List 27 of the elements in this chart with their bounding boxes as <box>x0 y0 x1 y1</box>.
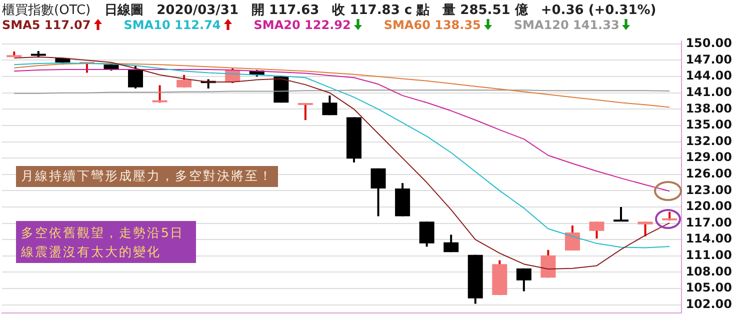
annotation: 月線持續下彎形成壓力，多空對決將至！ <box>16 166 278 188</box>
y-tick-label: 144.00 <box>686 68 732 83</box>
y-tick-label: 129.00 <box>686 150 732 164</box>
y-tick-label: 111.00 <box>686 248 732 262</box>
candlestick <box>298 102 313 120</box>
y-tick-label: 132.00 <box>686 134 732 148</box>
y-tick-label: 150.00 <box>686 36 732 50</box>
y-tick-label: 108.00 <box>686 264 732 278</box>
chart-subtitle: 日線圖 2020/03/31 開 117.63 收 117.83 c 點 量 285.51 億 +0.36 (+0.31%) <box>104 3 656 18</box>
y-tick-label: 105.00 <box>686 280 732 295</box>
y-tick-label: 141.00 <box>686 84 732 99</box>
y-tick-label: 126.00 <box>686 166 732 181</box>
text: SMA5 117.07 <box>2 18 91 32</box>
text: SMA20 122.92 <box>254 18 351 32</box>
chart-title: 櫃買指數(OTC) <box>2 3 91 18</box>
text: SMA120 141.33 <box>514 18 620 32</box>
y-tick-label: 135.00 <box>686 118 732 132</box>
y-tick-label: 147.00 <box>686 52 732 66</box>
text: SMA60 138.35 <box>384 18 481 32</box>
y-tick-label: 138.00 <box>686 101 732 116</box>
annotation: 多空依舊觀望，走勢沿5日線震盪沒有太大的變化 <box>16 221 196 264</box>
y-tick-label: 123.00 <box>686 182 732 197</box>
y-tick-label: 102.00 <box>686 296 732 311</box>
y-tick-label: 114.00 <box>686 232 732 246</box>
text: SMA10 112.74 <box>124 18 221 32</box>
y-tick-label: 117.00 <box>686 215 732 230</box>
y-tick-label: 120.00 <box>686 199 732 214</box>
